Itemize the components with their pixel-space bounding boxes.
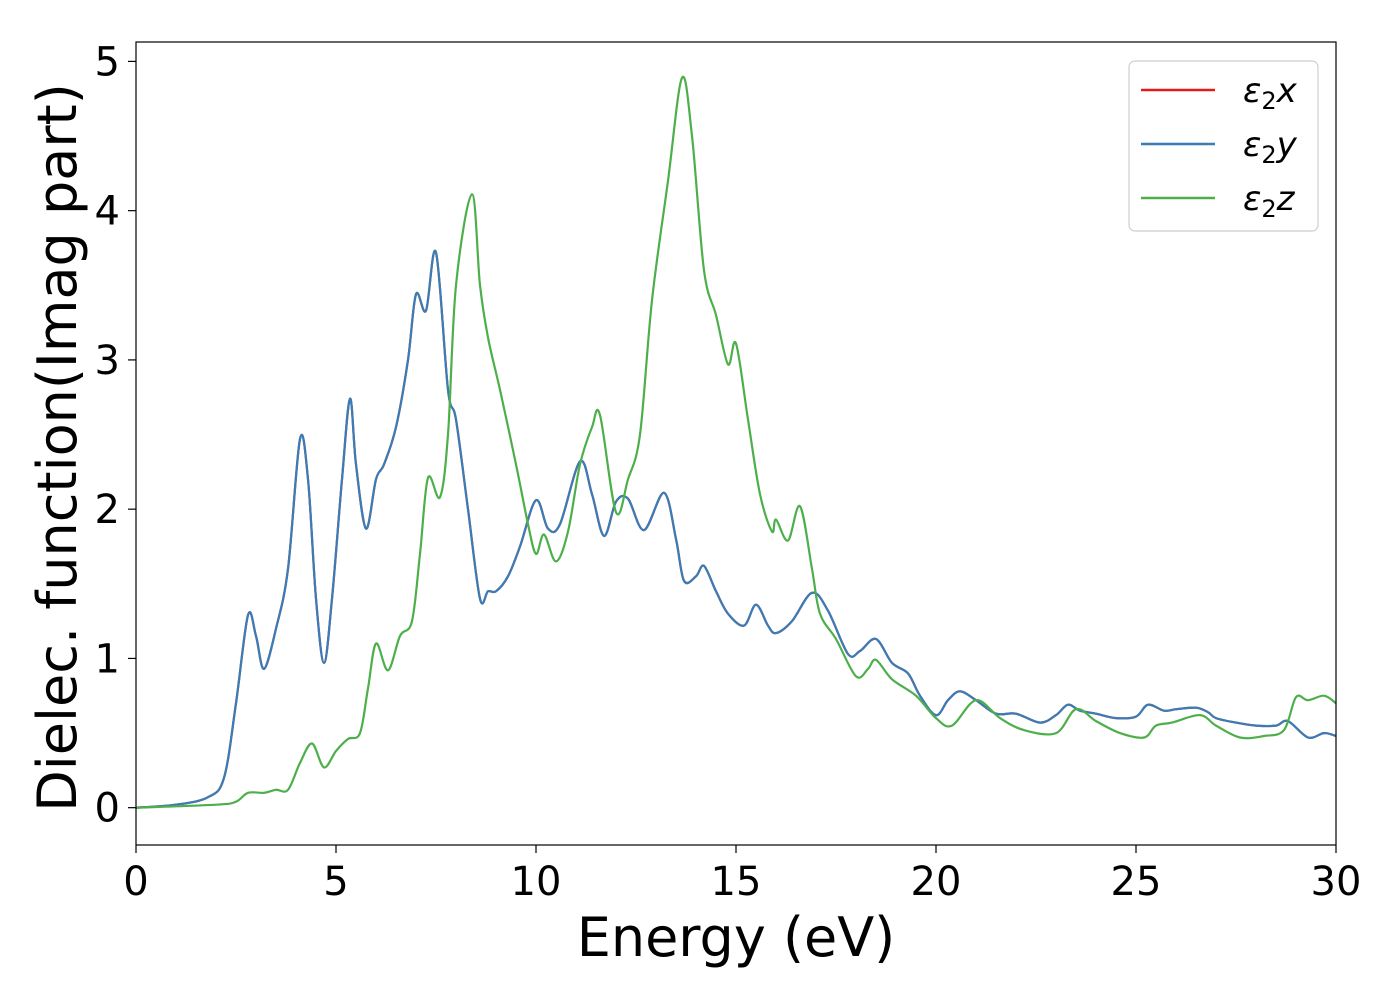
x-tick-label: 5: [323, 859, 348, 905]
legend: ε2x ε2y ε2z: [1128, 60, 1319, 232]
y-tick-label: 4: [95, 189, 120, 235]
y-axis-label: Dielec. function(Imag part): [26, 83, 89, 812]
legend-label-x: ε2x: [1243, 71, 1298, 115]
legend-box: [1128, 60, 1319, 232]
x-tick-label: 0: [123, 859, 148, 905]
series-line-z: [135, 75, 1337, 809]
legend-label-z: ε2z: [1243, 179, 1296, 223]
y-tick-label: 1: [95, 636, 120, 682]
x-tick-label: 15: [711, 859, 762, 905]
legend-label-y: ε2y: [1243, 125, 1298, 169]
x-tick-label: 25: [1111, 859, 1162, 905]
x-tick-label: 30: [1311, 859, 1362, 905]
y-tick-label: 0: [95, 786, 120, 832]
y-tick-label: 3: [95, 338, 120, 384]
x-tick-label: 10: [511, 859, 562, 905]
y-axis-ticks: 0 1 2 3 4 5: [95, 39, 136, 832]
series-line-x: [135, 249, 1337, 809]
series-line-y: [135, 249, 1337, 809]
x-axis-ticks: 0 5 10 15 20 25 30: [123, 845, 1361, 905]
y-tick-label: 2: [95, 487, 120, 533]
y-tick-label: 5: [95, 39, 120, 85]
series-lines: [135, 75, 1337, 809]
x-axis-label: Energy (eV): [577, 906, 896, 969]
x-tick-label: 20: [911, 859, 962, 905]
